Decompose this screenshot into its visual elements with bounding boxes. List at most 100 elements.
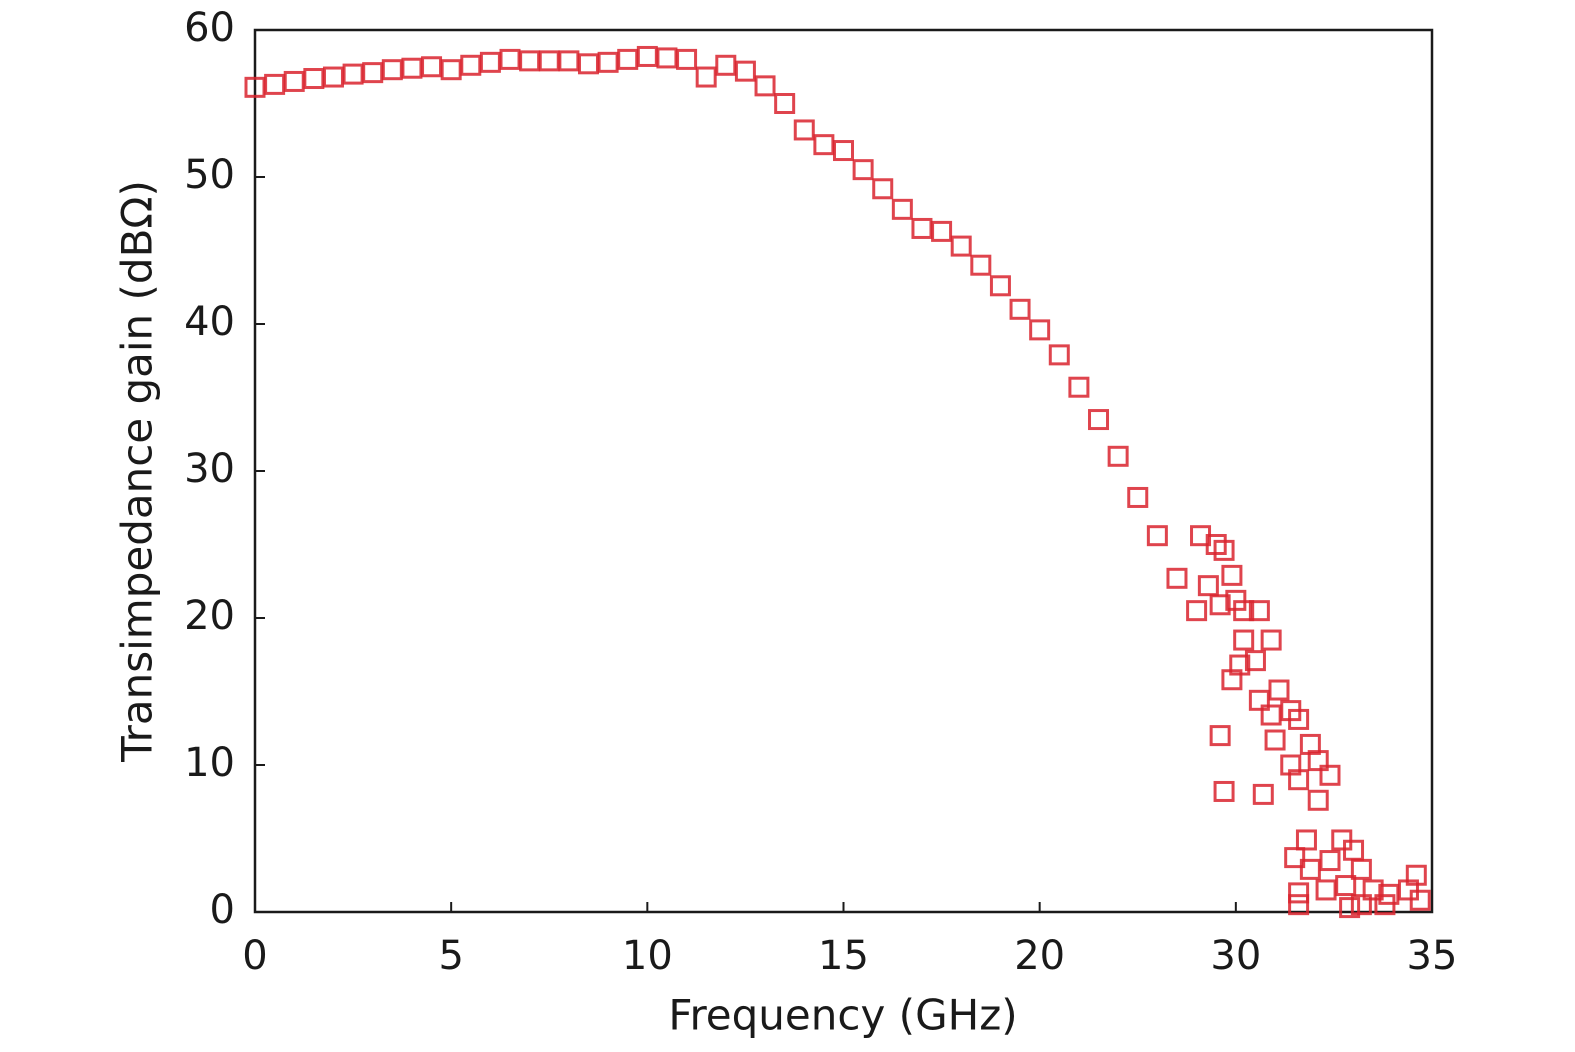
marker — [1068, 376, 1090, 398]
marker — [1295, 829, 1317, 851]
marker — [499, 48, 521, 70]
marker — [1288, 708, 1310, 730]
y-axis-title: Transimpedance gain (dBΩ) — [113, 180, 162, 763]
marker — [264, 73, 286, 95]
marker — [342, 63, 364, 85]
marker — [1213, 539, 1235, 561]
marker — [1233, 629, 1255, 651]
marker — [1319, 764, 1341, 786]
marker — [597, 51, 619, 73]
marker — [656, 47, 678, 69]
marker — [1244, 650, 1266, 672]
x-tick-label: 35 — [1407, 933, 1458, 979]
marker — [538, 50, 560, 72]
marker — [1048, 344, 1070, 366]
marker — [1107, 445, 1129, 467]
marker — [519, 50, 541, 72]
marker — [852, 159, 874, 181]
x-tick-label: 20 — [1014, 933, 1065, 979]
marker — [1197, 575, 1219, 597]
marker — [1221, 564, 1243, 586]
marker — [1319, 850, 1341, 872]
marker — [283, 70, 305, 92]
marker — [1339, 897, 1361, 919]
marker — [695, 66, 717, 88]
marker — [636, 45, 658, 67]
plot-frame — [253, 28, 1434, 914]
marker — [1405, 864, 1427, 886]
marker — [362, 62, 384, 84]
marker — [676, 48, 698, 70]
x-tick-label: 10 — [622, 933, 673, 979]
marker — [421, 56, 443, 78]
marker — [833, 140, 854, 162]
marker — [1299, 858, 1321, 880]
y-tick-label: 10 — [184, 740, 235, 786]
marker — [1409, 889, 1431, 911]
marker — [244, 76, 266, 98]
y-tick-label: 50 — [184, 152, 235, 198]
marker — [322, 66, 344, 88]
x-tick-label: 0 — [242, 933, 267, 979]
marker — [1350, 894, 1372, 916]
x-tick-label: 5 — [438, 933, 463, 979]
marker — [1009, 298, 1031, 320]
marker — [303, 68, 325, 90]
marker — [1260, 629, 1282, 651]
marker — [1307, 789, 1329, 811]
marker — [1315, 879, 1337, 901]
marker — [1029, 319, 1051, 341]
marker — [401, 57, 423, 79]
marker — [931, 220, 953, 242]
marker — [813, 134, 835, 156]
marker — [950, 235, 972, 257]
marker — [1374, 894, 1396, 916]
marker — [911, 217, 933, 239]
y-tick-label: 60 — [184, 5, 235, 51]
marker — [970, 254, 992, 276]
marker — [1127, 486, 1149, 508]
marker — [617, 48, 639, 70]
x-tick-label: 30 — [1210, 933, 1261, 979]
marker — [1264, 729, 1286, 751]
marker — [1166, 567, 1188, 589]
marker — [1350, 858, 1372, 880]
y-tick-label: 0 — [210, 887, 235, 933]
marker — [793, 119, 815, 141]
marker — [1186, 600, 1208, 622]
y-tick-label: 30 — [184, 446, 235, 492]
marker — [577, 53, 599, 75]
marker — [754, 75, 776, 97]
marker — [989, 275, 1011, 297]
marker — [1268, 679, 1290, 701]
marker — [1284, 847, 1306, 869]
marker — [774, 93, 796, 114]
marker — [1248, 600, 1270, 622]
marker — [1088, 409, 1110, 431]
marker — [715, 54, 737, 76]
marker — [1260, 704, 1282, 726]
marker — [1307, 750, 1329, 772]
marker — [891, 198, 913, 220]
marker — [381, 59, 403, 81]
marker — [479, 51, 501, 73]
y-tick-label: 40 — [184, 299, 235, 345]
y-tick-label: 20 — [184, 593, 235, 639]
marker — [1146, 525, 1168, 547]
marker — [1362, 879, 1384, 901]
marker — [734, 60, 756, 82]
marker — [440, 59, 462, 81]
marker — [1288, 769, 1310, 791]
marker — [1252, 783, 1274, 805]
marker — [1233, 600, 1255, 622]
marker — [1335, 875, 1357, 897]
marker — [1209, 725, 1231, 747]
marker — [1209, 594, 1231, 616]
marker — [872, 178, 894, 200]
marker — [1248, 689, 1270, 711]
marker — [1221, 669, 1243, 691]
x-tick-label: 15 — [818, 933, 869, 979]
marker — [1213, 780, 1235, 802]
marker — [1288, 882, 1310, 904]
